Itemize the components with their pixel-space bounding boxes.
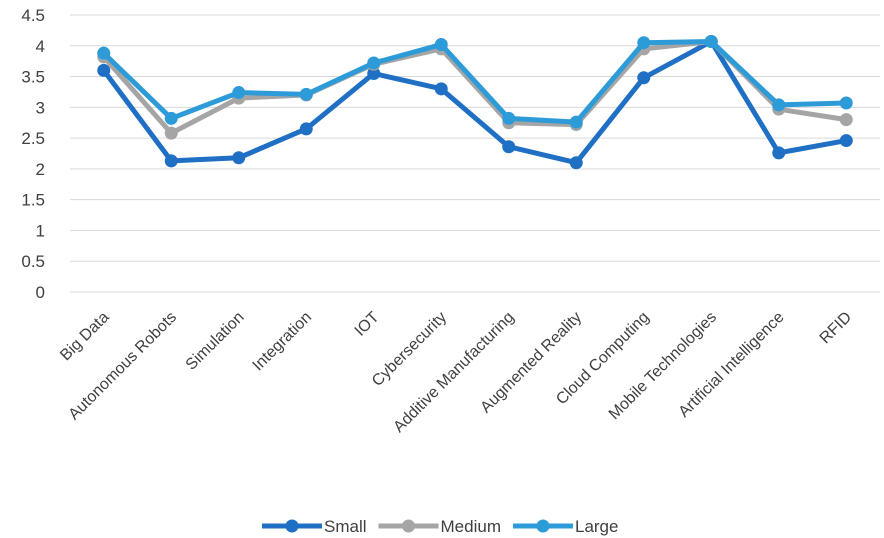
x-category-label: Simulation: [183, 309, 248, 374]
data-point: [839, 113, 853, 127]
y-tick-label: 4: [36, 37, 45, 56]
data-point: [502, 140, 516, 154]
data-point: [367, 66, 381, 80]
data-point: [367, 56, 381, 70]
data-point: [164, 154, 178, 168]
x-category-label: Integration: [250, 309, 315, 374]
x-category-label: Additive Manufacturing: [390, 309, 517, 436]
y-tick-label: 0.5: [21, 252, 45, 271]
y-tick-label: 2: [36, 160, 45, 179]
data-point: [772, 98, 786, 112]
data-point: [164, 111, 178, 125]
y-tick-label: 4.5: [21, 6, 45, 25]
x-category-label: IOT: [352, 309, 383, 340]
legend-marker: [536, 519, 550, 533]
y-axis-ticks: 0 0.5 1 1.5 2 2.5 3 3.5 4 4.5: [21, 6, 45, 302]
y-tick-label: 3: [36, 98, 45, 117]
y-tick-label: 1: [36, 221, 45, 240]
legend: Small Medium Large: [262, 517, 618, 536]
data-point: [299, 87, 313, 101]
data-point: [434, 38, 448, 52]
legend-item-medium: Medium: [378, 517, 501, 536]
series-line: [101, 38, 847, 166]
data-point: [232, 151, 246, 165]
data-point: [704, 34, 718, 48]
x-category-label: Big Data: [57, 309, 112, 364]
data-point: [97, 46, 111, 60]
data-point: [232, 86, 246, 100]
gridlines: [70, 14, 880, 293]
data-point: [569, 115, 583, 129]
data-point: [434, 82, 448, 96]
legend-marker: [402, 519, 416, 533]
x-category-label: RFID: [817, 309, 855, 347]
y-tick-label: 0: [36, 283, 45, 302]
data-point: [637, 71, 651, 85]
series-lines: [97, 34, 853, 170]
series-line: [102, 38, 847, 125]
legend-marker: [285, 519, 299, 533]
legend-item-large: Large: [512, 517, 618, 536]
series-large: [97, 34, 853, 129]
data-point: [839, 96, 853, 110]
data-point: [97, 63, 111, 77]
data-point: [637, 36, 651, 50]
data-point: [772, 146, 786, 160]
legend-label: Small: [324, 517, 367, 536]
data-point: [502, 111, 516, 125]
legend-item-small: Small: [262, 517, 367, 536]
y-tick-label: 2.5: [21, 129, 45, 148]
data-point: [839, 134, 853, 148]
legend-label: Medium: [441, 517, 501, 536]
data-point: [164, 126, 178, 140]
data-point: [569, 156, 583, 170]
legend-label: Large: [575, 517, 618, 536]
y-tick-label: 3.5: [21, 68, 45, 87]
y-tick-label: 1.5: [21, 191, 45, 210]
data-point: [299, 122, 313, 136]
